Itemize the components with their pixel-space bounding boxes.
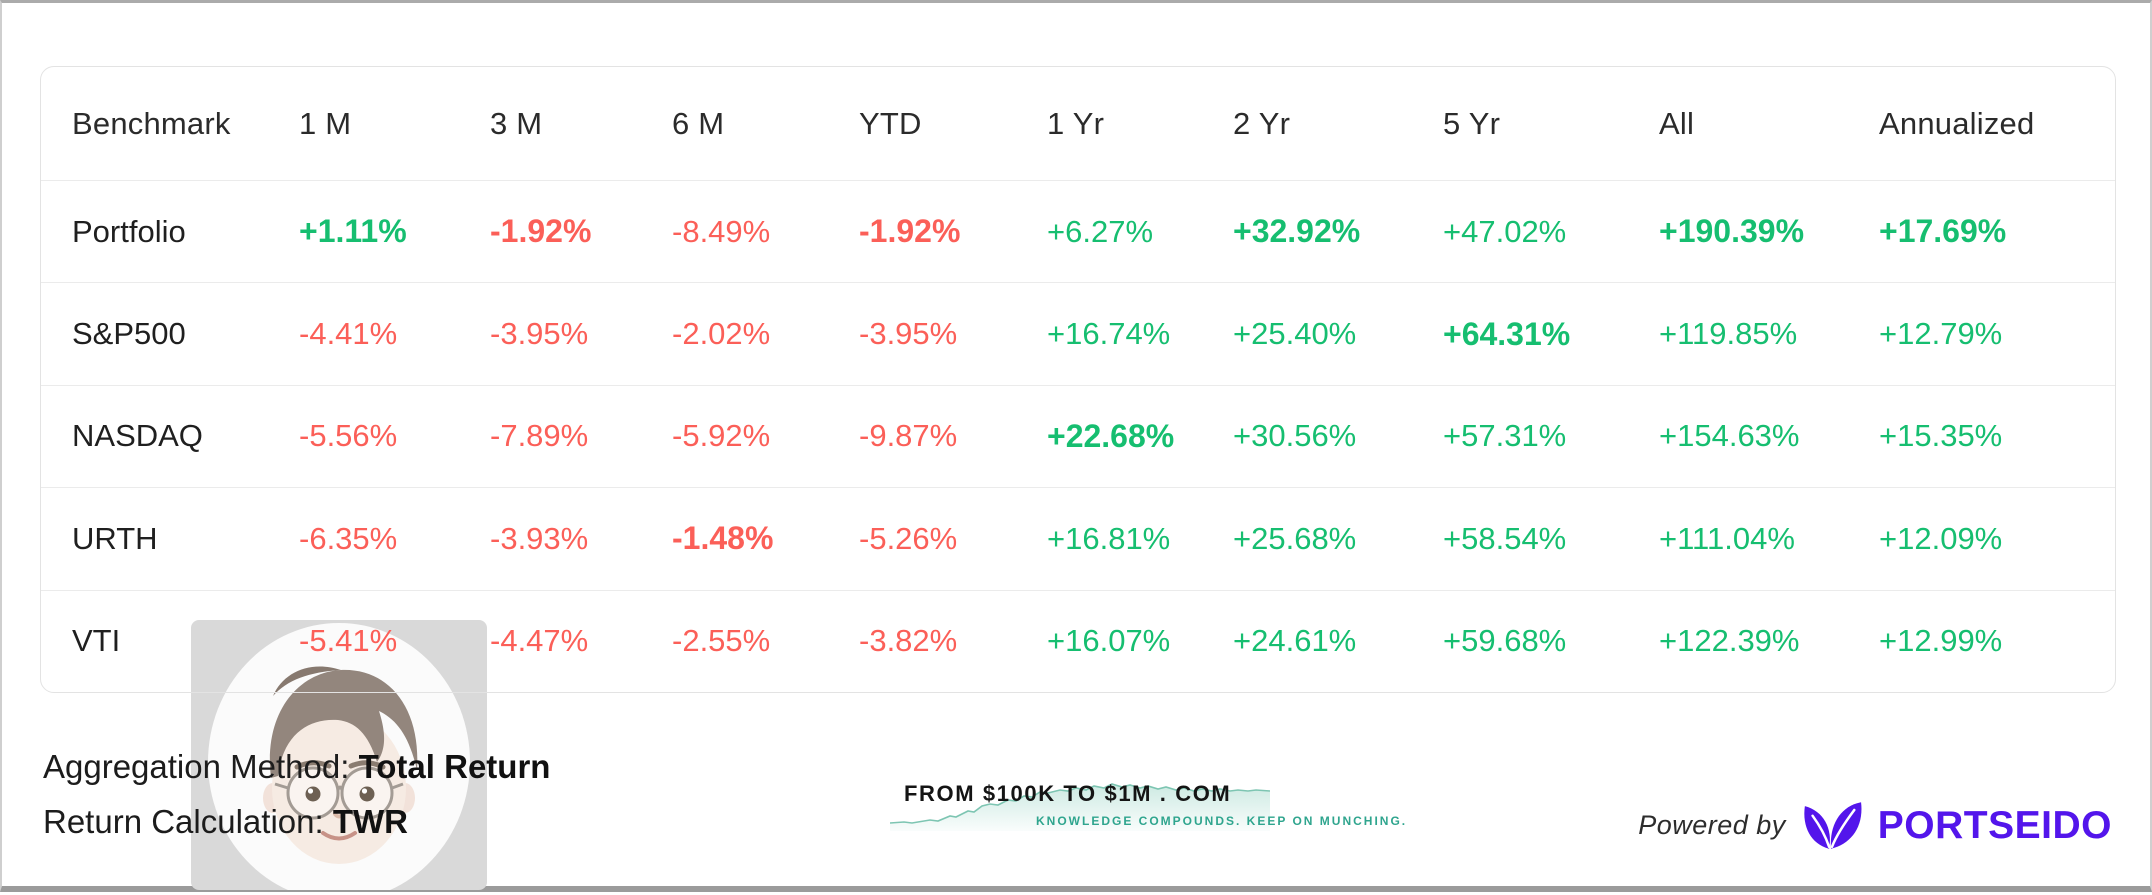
column-header-all: All <box>1659 105 1695 141</box>
benchmark-name: Portfolio <box>72 213 186 249</box>
return-calculation-value: TWR <box>332 803 408 840</box>
table-header-row: Benchmark 1 M 3 M 6 M YTD 1 Yr 2 Yr 5 Yr… <box>41 67 2115 180</box>
return-cell: -2.55% <box>672 623 771 659</box>
watermark-title: FROM $100K TO $1M . COM <box>904 781 1232 806</box>
return-cell: -5.26% <box>859 520 958 556</box>
return-cell: +30.56% <box>1233 418 1357 454</box>
return-cell: -2.02% <box>672 316 771 352</box>
return-cell: -3.95% <box>859 316 958 352</box>
powered-by-label: Powered by <box>1638 810 1786 840</box>
return-cell: +47.02% <box>1443 213 1567 249</box>
table-row: NASDAQ -5.56% -7.89% -5.92% -9.87% +22.68% +30… <box>41 384 2115 487</box>
benchmark-name: S&P500 <box>72 316 186 352</box>
return-cell: +190.39% <box>1659 213 1805 250</box>
return-cell: +16.74% <box>1047 316 1171 352</box>
return-cell: +12.99% <box>1879 623 2003 659</box>
return-cell: +16.81% <box>1047 520 1171 556</box>
benchmark-table-card: Benchmark 1 M 3 M 6 M YTD 1 Yr 2 Yr 5 Yr… <box>40 66 2116 693</box>
return-cell: -5.41% <box>299 623 398 659</box>
return-cell: +12.79% <box>1879 316 2003 352</box>
return-cell: +59.68% <box>1443 623 1567 659</box>
return-cell: -1.48% <box>672 520 774 557</box>
return-cell: -6.35% <box>299 520 398 556</box>
watermark-subtitle: KNOWLEDGE COMPOUNDS. KEEP ON MUNCHING. <box>1036 814 1408 828</box>
return-cell: +15.35% <box>1879 418 2003 454</box>
return-cell: -9.87% <box>859 418 958 454</box>
table-row: Portfolio +1.11% -1.92% -8.49% -1.92% +6.27% +… <box>41 180 2115 282</box>
portseido-leaf-icon <box>1801 801 1863 850</box>
column-header-benchmark: Benchmark <box>72 105 231 141</box>
benchmark-name: URTH <box>72 520 158 556</box>
return-cell: -8.49% <box>672 213 771 249</box>
return-calculation-line: Return Calculation: TWR <box>43 794 550 849</box>
return-cell: +22.68% <box>1047 417 1175 454</box>
return-cell: +17.69% <box>1879 213 2007 250</box>
return-cell: +1.11% <box>299 213 407 250</box>
table-row: VTI -5.41% -4.47% -2.55% -3.82% +16.07% +24.61… <box>41 589 2115 692</box>
table-body: Portfolio +1.11% -1.92% -8.49% -1.92% +6.27% +… <box>41 180 2115 692</box>
return-cell: -3.82% <box>859 623 958 659</box>
powered-by-brand: Powered by PORTSEIDO <box>1638 801 2112 850</box>
return-cell: +119.85% <box>1659 316 1798 352</box>
return-cell: +25.40% <box>1233 316 1357 352</box>
return-cell: +154.63% <box>1659 418 1800 454</box>
sparkline-graphic <box>890 783 1270 831</box>
return-cell: -3.95% <box>490 316 589 352</box>
return-cell: +6.27% <box>1047 213 1154 249</box>
return-cell: +58.54% <box>1443 520 1567 556</box>
return-cell: +122.39% <box>1659 623 1800 659</box>
return-cell: +64.31% <box>1443 315 1571 352</box>
table-row: S&P500 -4.41% -3.95% -2.02% -3.95% +16.74% +25… <box>41 282 2115 384</box>
return-cell: -3.93% <box>490 520 589 556</box>
return-cell: +12.09% <box>1879 520 2003 556</box>
return-cell: -4.47% <box>490 623 589 659</box>
aggregation-method-value: Total Return <box>358 748 551 785</box>
return-cell: -1.92% <box>859 213 961 250</box>
avatar-watermark-icon <box>191 620 487 895</box>
return-calculation-label: Return Calculation: <box>43 803 324 840</box>
card-border-segment <box>191 692 487 693</box>
table-row: URTH -6.35% -3.93% -1.48% -5.26% +16.81% +25.6… <box>41 487 2115 589</box>
return-cell: +32.92% <box>1233 213 1361 250</box>
site-watermark: FROM $100K TO $1M . COM KNOWLEDGE COMPOU… <box>890 781 1408 831</box>
column-header-3m: 3 M <box>490 105 543 141</box>
return-cell: -1.92% <box>490 213 592 250</box>
column-header-6m: 6 M <box>672 105 725 141</box>
return-cell: +57.31% <box>1443 418 1567 454</box>
column-header-1yr: 1 Yr <box>1047 105 1105 141</box>
return-cell: +24.61% <box>1233 623 1357 659</box>
portseido-wordmark: PORTSEIDO <box>1877 803 2112 847</box>
return-cell: -5.56% <box>299 418 398 454</box>
return-cell: +111.04% <box>1659 520 1795 556</box>
column-header-5yr: 5 Yr <box>1443 105 1501 141</box>
return-cell: -4.41% <box>299 316 398 352</box>
return-cell: +16.07% <box>1047 623 1171 659</box>
column-header-2yr: 2 Yr <box>1233 105 1291 141</box>
return-cell: -7.89% <box>490 418 589 454</box>
column-header-annualized: Annualized <box>1879 105 2035 141</box>
column-header-ytd: YTD <box>859 105 922 141</box>
benchmark-name: NASDAQ <box>72 418 203 454</box>
footer-settings: Aggregation Method: Total Return Return … <box>43 739 550 849</box>
aggregation-method-line: Aggregation Method: Total Return <box>43 739 550 794</box>
benchmark-name: VTI <box>72 623 121 659</box>
column-header-1m: 1 M <box>299 105 352 141</box>
return-cell: +25.68% <box>1233 520 1357 556</box>
return-cell: -5.92% <box>672 418 771 454</box>
aggregation-method-label: Aggregation Method: <box>43 748 350 785</box>
